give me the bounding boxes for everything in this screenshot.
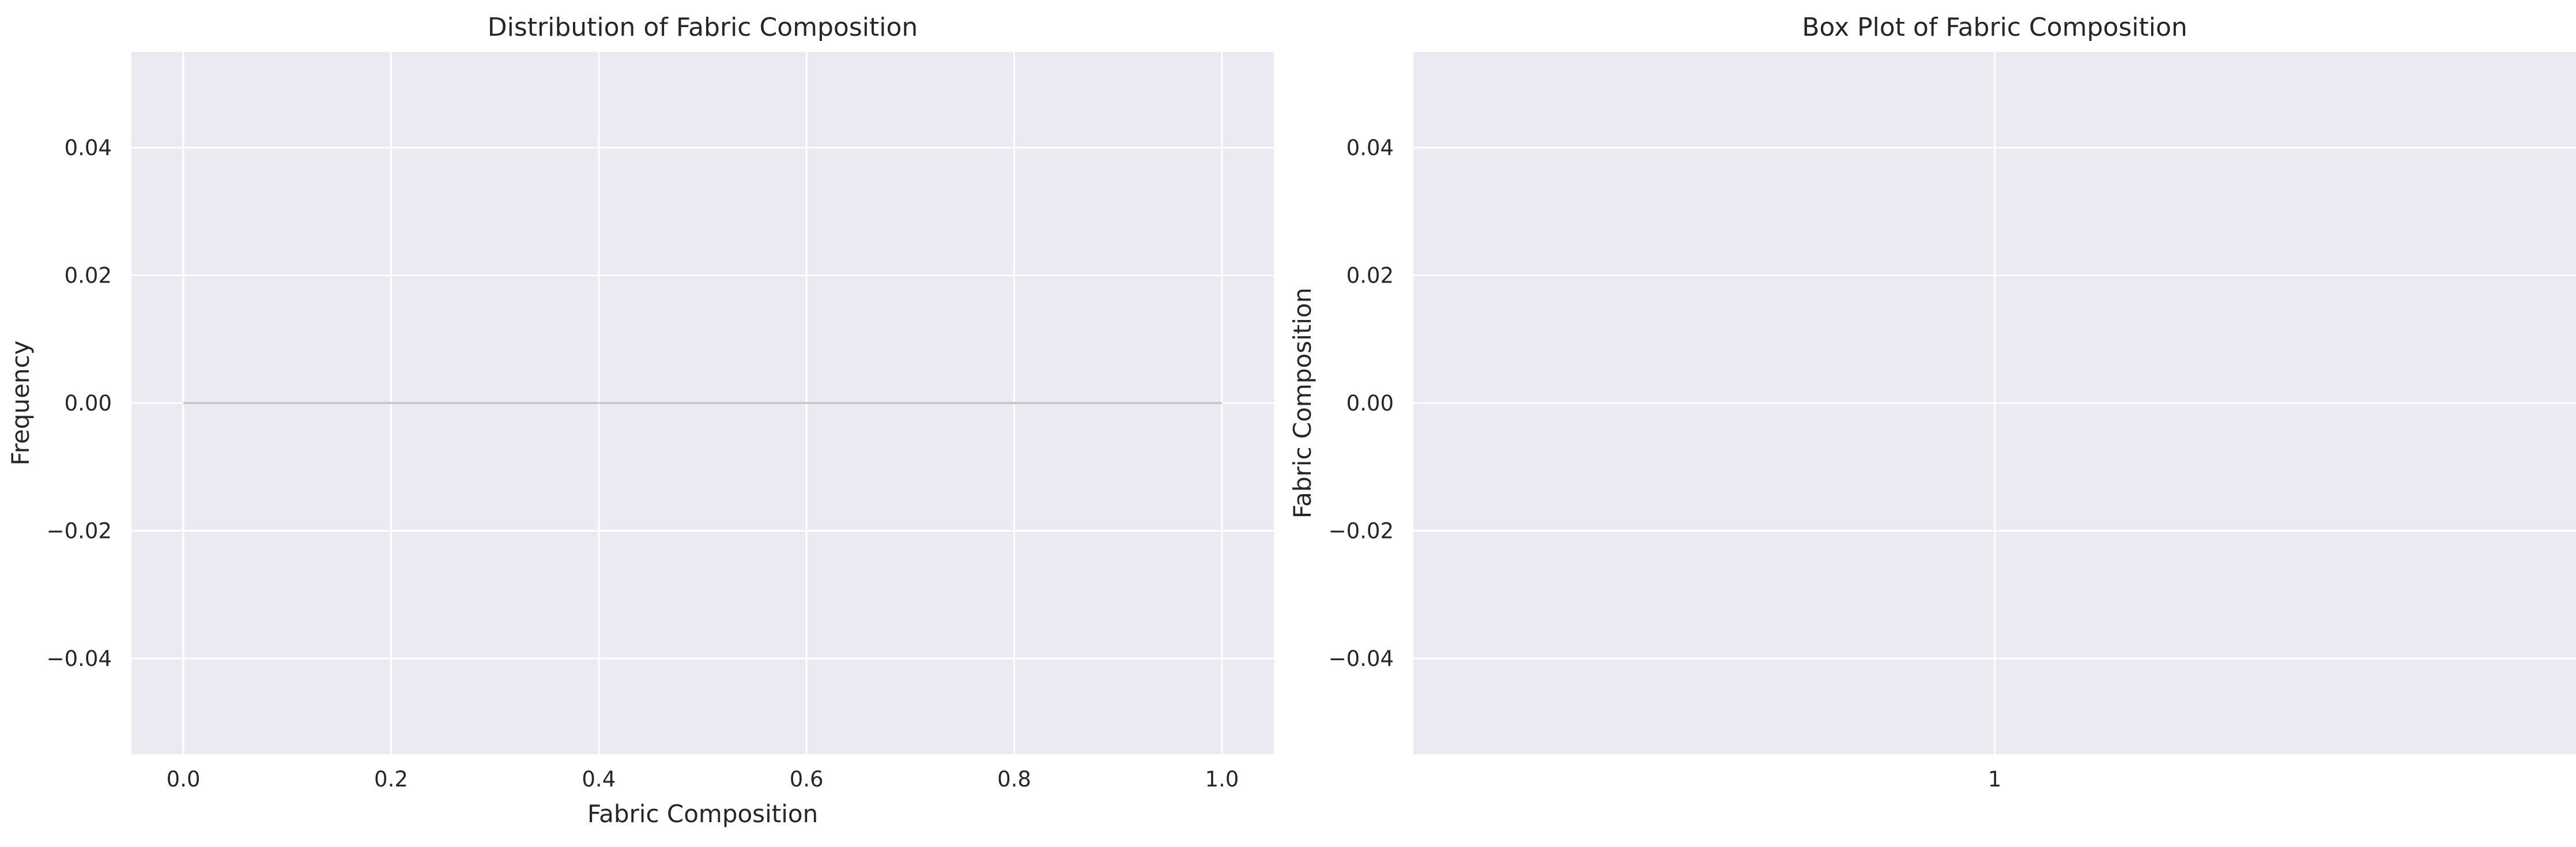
x-tick-label: 0.8 bbox=[997, 767, 1031, 792]
y-axis-label: Frequency bbox=[6, 341, 35, 466]
x-tick-label: 0.6 bbox=[790, 767, 824, 792]
chart-title: Box Plot of Fabric Composition bbox=[1802, 13, 2187, 42]
chart-title: Distribution of Fabric Composition bbox=[488, 13, 918, 42]
x-tick-label: 1.0 bbox=[1205, 767, 1239, 792]
x-axis-label: Fabric Composition bbox=[587, 800, 818, 828]
x-tick-label: 1 bbox=[1988, 767, 2002, 792]
chart-panel-2: 0.04 0.02 0.00 −0.02 −0.04 1 Box Plot of Fabri… bbox=[1288, 13, 2576, 792]
y-tick-label: 0.00 bbox=[65, 391, 112, 416]
chart-panel-1: 0.04 0.02 0.00 −0.02 −0.04 0.0 0.2 0.4 0.6 0.8 1.0… bbox=[6, 13, 1274, 828]
y-tick-label: 0.04 bbox=[65, 135, 112, 160]
x-tick-label: 0.4 bbox=[582, 767, 616, 792]
y-tick-label: −0.02 bbox=[1329, 518, 1394, 543]
x-tick-label: 0.2 bbox=[374, 767, 408, 792]
y-tick-label: 0.00 bbox=[1347, 391, 1394, 416]
y-axis-label: Fabric Composition bbox=[1288, 288, 1317, 518]
y-tick-label: −0.04 bbox=[47, 646, 112, 671]
y-tick-label: −0.02 bbox=[47, 518, 112, 543]
y-tick-label: 0.04 bbox=[1347, 135, 1394, 160]
x-tick-label: 0.0 bbox=[167, 767, 201, 792]
y-tick-label: −0.04 bbox=[1329, 646, 1394, 671]
y-tick-label: 0.02 bbox=[65, 263, 112, 288]
y-tick-label: 0.02 bbox=[1347, 263, 1394, 288]
